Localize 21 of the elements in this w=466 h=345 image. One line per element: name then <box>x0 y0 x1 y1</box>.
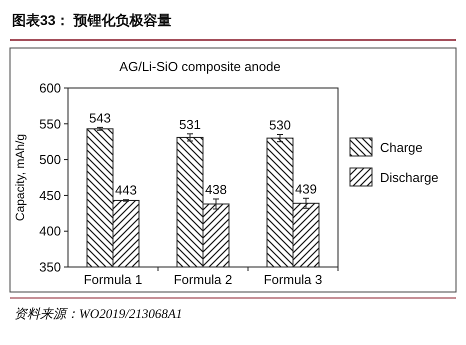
legend-label: Charge <box>380 140 423 155</box>
data-label: 531 <box>179 116 201 132</box>
chart-subtitle: AG/Li-SiO composite anode <box>119 59 281 74</box>
y-tick-label: 400 <box>39 224 61 239</box>
data-label: 443 <box>115 182 137 198</box>
data-label: 439 <box>295 181 317 196</box>
text: 资料来源：WO2019/213068A1 <box>14 306 182 321</box>
data-label: 530 <box>269 118 291 133</box>
legend-label: Discharge <box>380 170 439 185</box>
chart-title: 图表33： 预锂化负极容量 <box>12 12 172 28</box>
x-tick-label: Formula 3 <box>264 272 322 287</box>
y-tick-label: 500 <box>39 152 61 168</box>
y-tick-label: 600 <box>39 80 61 96</box>
data-label: 438 <box>205 182 227 197</box>
data-label: 543 <box>89 110 111 126</box>
x-tick-label: Formula 1 <box>84 272 142 287</box>
y-tick-label: 450 <box>39 188 61 203</box>
y-tick-label: 350 <box>39 260 61 274</box>
x-tick-label: Formula 2 <box>174 272 232 287</box>
y-axis-title: Capacity, mAh/g <box>13 134 27 222</box>
y-tick-label: 550 <box>39 116 61 132</box>
